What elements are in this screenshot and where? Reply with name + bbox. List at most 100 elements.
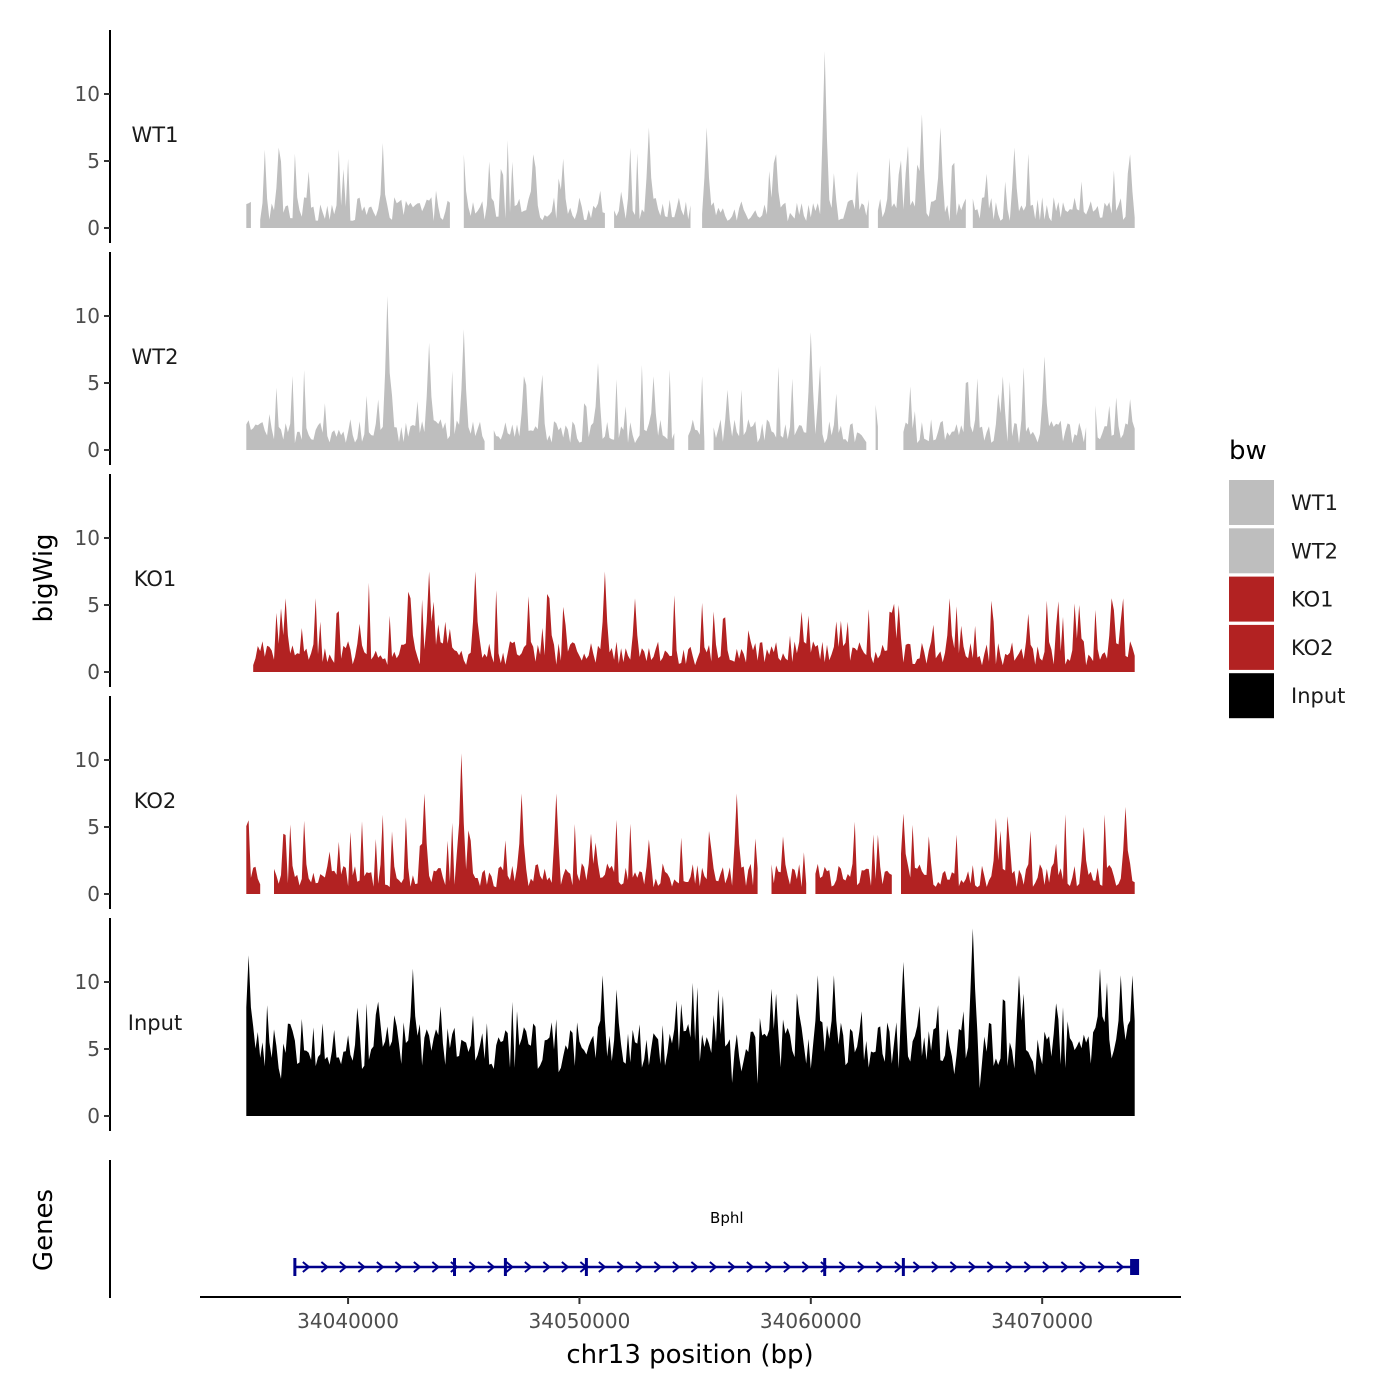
strand-arrow	[1116, 1261, 1125, 1273]
y-tick-label: 10	[75, 970, 100, 994]
strand-arrow	[949, 1261, 958, 1273]
strand-arrow	[1097, 1261, 1106, 1273]
strand-arrow	[524, 1261, 533, 1273]
strand-arrow	[1023, 1261, 1032, 1273]
strand-arrow	[894, 1261, 903, 1273]
strand-arrow	[616, 1261, 625, 1273]
strand-arrow	[672, 1261, 681, 1273]
strand-arrow	[709, 1261, 718, 1273]
x-tick-label: 34060000	[760, 1309, 862, 1333]
strand-arrow	[635, 1261, 644, 1273]
strand-arrow	[653, 1261, 662, 1273]
strand-arrow	[561, 1261, 570, 1273]
strand-arrow	[376, 1261, 385, 1273]
track-panels: 0 5 10 WT1 0 5 10 WT2 0 5 10 KO1 0 5 10 KO2 0 5 10 Input	[75, 30, 1135, 1131]
strand-arrow	[1005, 1261, 1014, 1273]
y-tick-label: 0	[87, 216, 100, 240]
y-tick-label: 0	[87, 438, 100, 462]
x-tick-label: 34050000	[529, 1309, 631, 1333]
strand-arrow	[764, 1261, 773, 1273]
y-tick-label: 5	[87, 371, 100, 395]
y-tick-label: 5	[87, 1037, 100, 1061]
track-label: WT1	[132, 123, 179, 147]
y-tick-label: 5	[87, 149, 100, 173]
legend-label: WT2	[1291, 539, 1338, 563]
strand-arrow	[320, 1261, 329, 1273]
track-wt2: 0 5 10 WT2	[75, 252, 1135, 465]
exon	[503, 1258, 507, 1276]
legend-entry-wt1: WT1	[1229, 480, 1338, 525]
track-label: Input	[128, 1011, 182, 1035]
strand-arrow	[857, 1261, 866, 1273]
legend-label: Input	[1291, 684, 1345, 708]
x-axis-title: chr13 position (bp)	[566, 1340, 813, 1370]
y-tick-label: 10	[75, 82, 100, 106]
strand-arrow	[302, 1261, 311, 1273]
signal-area-wt2	[903, 356, 1087, 450]
legend-label: KO2	[1291, 636, 1334, 660]
gene-bphl: Bphl	[293, 1209, 1140, 1276]
signal-area-input	[246, 928, 1135, 1116]
x-tick-label: 34040000	[297, 1309, 399, 1333]
legend-label: KO1	[1291, 588, 1334, 612]
y-tick-label: 10	[75, 748, 100, 772]
y-tick-label: 0	[87, 882, 100, 906]
legend-swatch	[1229, 624, 1274, 670]
signal-area-ko2	[901, 806, 1135, 894]
signal-area-wt2	[688, 376, 705, 450]
strand-arrow	[912, 1261, 921, 1273]
signal-area-wt1	[614, 127, 691, 228]
x-axis: 34040000 34050000 34060000 34070000	[200, 1296, 1181, 1333]
strand-arrow	[801, 1261, 810, 1273]
x-tick-label: 34070000	[991, 1309, 1093, 1333]
strand-arrow	[1060, 1261, 1069, 1273]
legend: bw WT1 WT2 KO1 KO2 Input	[1229, 436, 1345, 719]
strand-arrow	[968, 1261, 977, 1273]
track-wt1: 0 5 10 WT1	[75, 30, 1135, 243]
signal-area-wt2	[246, 295, 485, 450]
signal-area-wt1	[463, 140, 605, 228]
legend-swatch	[1229, 576, 1274, 622]
genes-panel: Bphl	[109, 1160, 1140, 1298]
legend-entry-wt2: WT2	[1229, 528, 1338, 574]
strand-arrow	[986, 1261, 995, 1273]
legend-entry-ko2: KO2	[1229, 624, 1334, 670]
track-input: 0 5 10 Input	[75, 918, 1135, 1131]
strand-arrow	[339, 1261, 348, 1273]
y-tick-label: 10	[75, 304, 100, 328]
strand-arrow	[838, 1261, 847, 1273]
strand-arrow	[1042, 1261, 1051, 1273]
signal-area-ko2	[815, 821, 892, 894]
strand-arrow	[727, 1261, 736, 1273]
signal-area-wt1	[972, 147, 1135, 228]
y-tick-label: 0	[87, 660, 100, 684]
signal-area-wt2	[493, 362, 675, 450]
strand-arrow	[413, 1261, 422, 1273]
track-label: KO2	[134, 789, 177, 813]
signal-area-wt2	[1095, 397, 1135, 450]
signal-area-wt1	[702, 51, 869, 228]
y-tick-label: 5	[87, 815, 100, 839]
signal-area-ko2	[246, 820, 261, 894]
exon	[584, 1258, 588, 1276]
legend-swatch	[1229, 673, 1274, 719]
exon	[823, 1258, 827, 1276]
y-tick-label: 5	[87, 593, 100, 617]
track-ko2: 0 5 10 KO2	[75, 696, 1135, 909]
strand-arrow	[875, 1261, 884, 1273]
exon	[1130, 1259, 1140, 1275]
legend-entry-input: Input	[1229, 673, 1345, 719]
signal-area-wt1	[260, 143, 450, 228]
y-axis-title-bigwig: bigWig	[29, 533, 59, 622]
legend-title: bw	[1229, 436, 1267, 466]
signal-area-ko1	[253, 571, 1135, 672]
legend-swatch	[1229, 480, 1274, 525]
exon	[453, 1258, 457, 1276]
y-tick-label: 0	[87, 1104, 100, 1128]
signal-area-ko2	[274, 753, 758, 894]
strand-arrow	[394, 1261, 403, 1273]
legend-entry-ko1: KO1	[1229, 576, 1334, 622]
exon	[293, 1258, 297, 1276]
signal-area-wt1	[246, 201, 251, 228]
